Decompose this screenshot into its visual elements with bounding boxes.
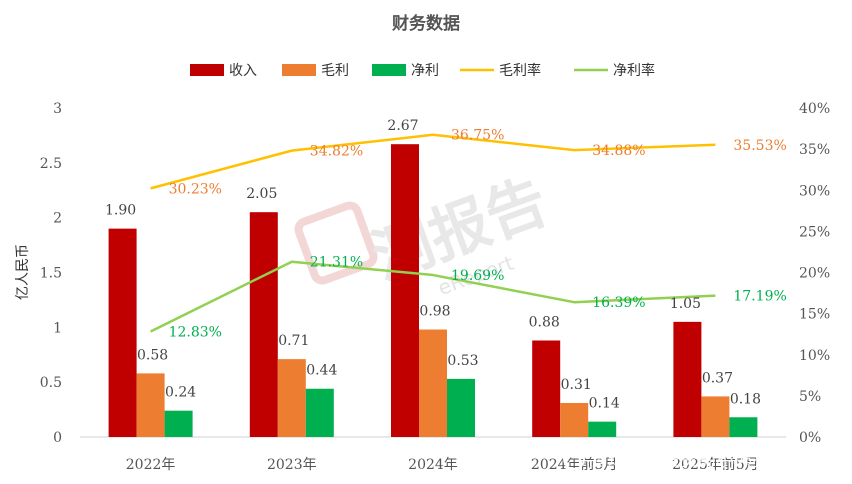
- bar-data-label: 0.71: [278, 333, 309, 349]
- x-tick-label: 2024年前5月: [531, 456, 618, 473]
- bar-净利: [588, 421, 617, 437]
- legend-label: 净利率: [613, 62, 655, 79]
- bar-毛利: [277, 359, 306, 437]
- line-data-label: 36.75%: [451, 128, 504, 144]
- line-毛利率: [150, 133, 716, 190]
- bar-data-label: 0.98: [419, 304, 450, 320]
- legend: 收入 毛利 净利 毛利率 净利率: [190, 62, 655, 79]
- line-data-label: 19.69%: [451, 268, 504, 284]
- y2-tick-label: 15%: [799, 307, 830, 323]
- bar-data-label: 0.31: [561, 377, 592, 393]
- bar-毛利: [701, 396, 730, 437]
- bar-data-label: 0.24: [165, 385, 196, 401]
- bar-净利: [305, 388, 334, 437]
- bar-净利: [729, 417, 758, 437]
- bar-data-label: 1.90: [105, 203, 136, 219]
- bar-data-label: 1.05: [670, 296, 701, 312]
- legend-label: 净利: [411, 63, 439, 79]
- x-axis: 2022年 2023年 2024年 2024年前5月 2025年前5月: [126, 456, 759, 473]
- bar-data-label: 0.88: [529, 314, 560, 330]
- snowball-icon: [563, 448, 585, 470]
- y2-tick-label: 30%: [799, 183, 830, 199]
- watermark-text: 雪球：爱投资的小熊猫: [590, 450, 770, 471]
- y-tick-label: 2.5: [40, 156, 62, 172]
- y2-tick-label: 40%: [799, 101, 830, 117]
- y2-tick-label: 35%: [799, 142, 830, 158]
- bar-data-label: 2.67: [387, 118, 418, 134]
- line-data-label: 16.39%: [592, 295, 645, 311]
- line-data-label: 34.82%: [310, 144, 363, 160]
- bar-data-label: 0.14: [589, 396, 620, 412]
- bar-毛利: [419, 329, 447, 437]
- bar-收入: [108, 228, 137, 437]
- bottom-watermark: 雪球：爱投资的小熊猫: [563, 448, 770, 471]
- bar-data-label: 0.58: [137, 347, 168, 363]
- legend-label: 毛利率: [499, 62, 541, 79]
- y2-tick-label: 10%: [799, 348, 830, 364]
- bars: [108, 144, 758, 437]
- bar-毛利: [136, 373, 165, 437]
- center-watermark: 洞报告 eReport: [294, 166, 557, 300]
- x-tick-label: 2023年: [267, 457, 317, 473]
- bar-净利: [164, 410, 193, 437]
- bar-data-label: 0.37: [702, 370, 733, 386]
- data-labels: 1.90 2.05 2.67 0.88 1.05 0.58 0.71 0.98 0.31 0.37…: [105, 118, 787, 411]
- bar-收入: [391, 144, 419, 437]
- y2-tick-label: 0%: [799, 430, 821, 446]
- bar-data-label: 2.05: [246, 186, 277, 202]
- legend-label: 毛利: [321, 63, 349, 79]
- lines: [150, 133, 716, 333]
- y-tick-label: 0: [53, 430, 62, 446]
- chart-title: 财务数据: [391, 13, 460, 34]
- y-tick-label: 0.5: [40, 375, 62, 391]
- legend-swatch: [372, 64, 406, 76]
- bar-收入: [532, 340, 561, 437]
- y2-tick-label: 20%: [799, 266, 830, 282]
- line-data-label: 17.19%: [733, 289, 786, 305]
- legend-label: 收入: [229, 63, 257, 79]
- x-tick-label: 2022年: [126, 457, 176, 473]
- y2-tick-label: 25%: [799, 224, 830, 240]
- bar-收入: [673, 321, 702, 437]
- bar-data-label: 0.44: [306, 363, 337, 379]
- y-axis-label: 亿人民币: [15, 244, 31, 300]
- bar-data-label: 0.18: [730, 391, 761, 407]
- line-data-label: 30.23%: [169, 181, 222, 197]
- y-tick-label: 1: [53, 320, 62, 336]
- x-tick-label: 2024年: [408, 457, 458, 473]
- y2-axis: 0% 5% 10% 15% 20% 25% 30% 35% 40%: [799, 101, 830, 446]
- y-axis: 0 0.5 1 1.5 2 2.5 3: [40, 101, 62, 446]
- x-tick-label: 2025年前5月: [672, 456, 759, 473]
- line-data-label: 12.83%: [169, 324, 222, 340]
- legend-swatch: [282, 64, 316, 76]
- line-data-label: 34.88%: [592, 143, 645, 159]
- bar-净利: [447, 378, 475, 437]
- y-tick-label: 2: [53, 211, 62, 227]
- bar-收入: [249, 212, 278, 437]
- y-tick-label: 1.5: [40, 266, 62, 282]
- y-tick-label: 3: [53, 101, 62, 117]
- y2-tick-label: 5%: [799, 389, 821, 405]
- legend-swatch: [190, 64, 224, 76]
- line-data-label: 35.53%: [733, 138, 786, 154]
- bar-data-label: 0.53: [447, 353, 478, 369]
- line-data-label: 21.31%: [310, 255, 363, 271]
- bar-毛利: [560, 403, 589, 437]
- line-净利率: [150, 260, 716, 333]
